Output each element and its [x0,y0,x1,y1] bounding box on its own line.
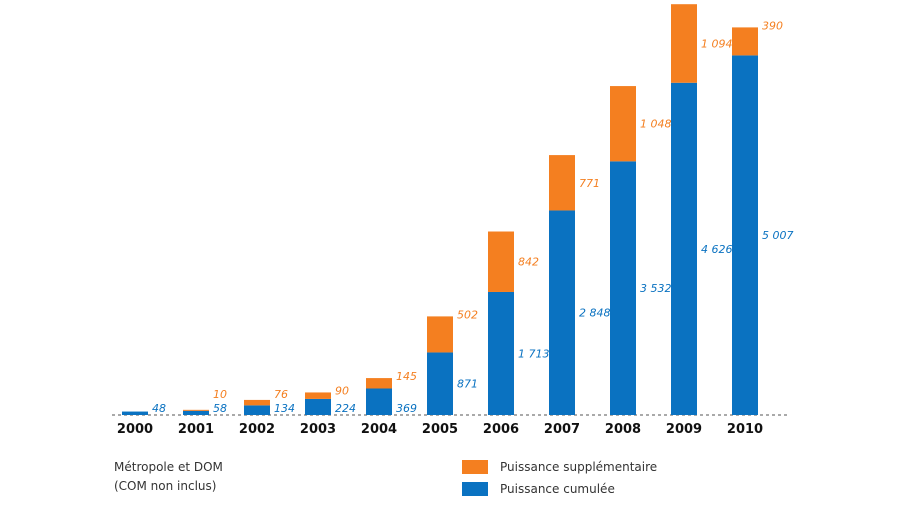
bar-cumulee-2000 [122,411,148,415]
coverage-note-line2: (COM non inclus) [114,479,217,493]
x-tick-2009: 2009 [666,422,702,437]
value-label-supplementaire-2001: 10 [213,388,227,401]
bar-cumulee-2009 [671,82,697,415]
value-label-supplementaire-2009: 1 094 [701,37,733,50]
legend-item-extra: Puissance supplémentaire [462,456,657,478]
bar-cumulee-2004 [366,388,392,415]
bar-supplementaire-2009 [671,4,697,83]
coverage-note: Métropole et DOM (COM non inclus) [114,458,223,496]
bar-supplementaire-2002 [244,399,270,406]
x-tick-2008: 2008 [605,422,641,437]
bar-supplementaire-2003 [305,392,331,399]
value-label-supplementaire-2008: 1 048 [640,118,672,131]
bar-cumulee-2007 [549,210,575,415]
bar-supplementaire-2006 [488,231,514,292]
bars-group [122,4,758,415]
bar-supplementaire-2005 [427,316,453,353]
x-tick-2002: 2002 [239,422,275,437]
x-tick-2004: 2004 [361,422,397,437]
bar-cumulee-2001 [183,410,209,415]
x-tick-2003: 2003 [300,422,336,437]
legend: Puissance supplémentaire Puissance cumul… [462,456,657,500]
value-label-cumulee-2010: 5 007 [762,229,794,242]
x-tick-2007: 2007 [544,422,580,437]
value-label-supplementaire-2004: 145 [396,370,417,383]
legend-item-cumul: Puissance cumulée [462,478,657,500]
coverage-note-line1: Métropole et DOM [114,460,223,474]
bar-cumulee-2010 [732,55,758,415]
value-label-supplementaire-2005: 502 [457,308,478,321]
bar-supplementaire-2007 [549,155,575,211]
value-label-cumulee-2008: 3 532 [640,282,672,295]
x-tick-2005: 2005 [422,422,458,437]
value-label-cumulee-2003: 224 [335,402,356,415]
x-tick-2000: 2000 [117,422,153,437]
value-label-supplementaire-2006: 842 [518,256,539,269]
bar-cumulee-2005 [427,352,453,415]
bar-cumulee-2008 [610,161,636,415]
x-tick-2010: 2010 [727,422,763,437]
bar-cumulee-2003 [305,398,331,415]
legend-swatch-extra [462,460,488,474]
bar-cumulee-2002 [244,405,270,415]
value-label-cumulee-2005: 871 [457,378,478,391]
value-label-cumulee-2007: 2 848 [579,307,611,320]
value-label-supplementaire-2003: 90 [335,384,349,397]
legend-label-extra: Puissance supplémentaire [500,460,658,474]
value-label-cumulee-2004: 369 [396,402,417,415]
bar-supplementaire-2008 [610,86,636,162]
x-tick-2006: 2006 [483,422,519,437]
bar-supplementaire-2001 [183,409,209,411]
x-tick-labels-group: 2000 2001 2002 2003 2004 2005 2006 2007 2008 2009… [117,422,763,437]
value-label-supplementaire-2002: 76 [274,388,288,401]
value-label-cumulee-2006: 1 713 [518,347,550,360]
value-label-supplementaire-2007: 771 [579,177,600,190]
bar-supplementaire-2004 [366,378,392,389]
bar-supplementaire-2010 [732,27,758,56]
legend-swatch-cumul [462,482,488,496]
value-label-cumulee-2000: 48 [152,402,166,415]
value-label-cumulee-2002: 134 [274,402,295,415]
value-label-supplementaire-2010: 390 [762,19,783,32]
bar-cumulee-2006 [488,291,514,415]
value-label-cumulee-2001: 58 [213,402,227,415]
x-tick-2001: 2001 [178,422,214,437]
value-label-cumulee-2009: 4 626 [701,243,733,256]
legend-label-cumul: Puissance cumulée [500,482,615,496]
